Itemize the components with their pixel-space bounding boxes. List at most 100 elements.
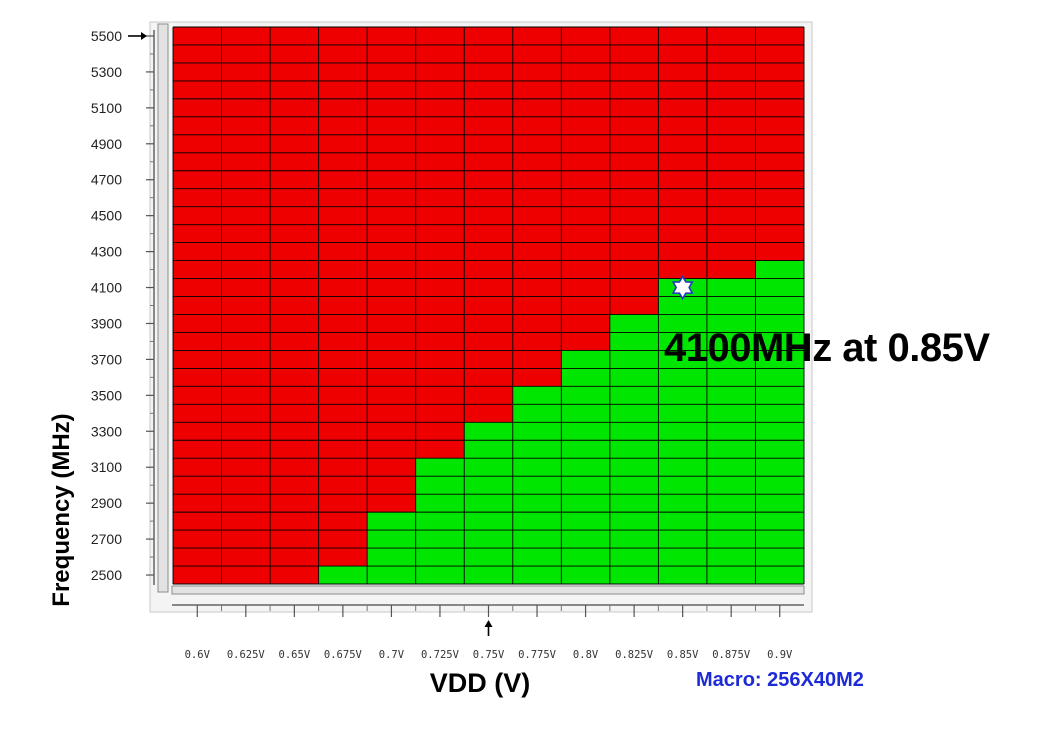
x-tick-label: 0.625V — [227, 649, 266, 661]
fail-cell — [755, 188, 805, 207]
fail-cell — [755, 206, 805, 225]
fail-cell — [512, 206, 562, 225]
pass-cell — [706, 350, 756, 369]
fail-cell — [512, 296, 562, 315]
fail-cell — [173, 548, 222, 567]
fail-cell — [173, 278, 222, 297]
fail-cell — [367, 296, 416, 315]
fail-cell — [173, 368, 222, 387]
fail-cell — [658, 170, 708, 190]
pass-cell — [512, 530, 562, 549]
pass-cell — [706, 566, 756, 585]
fail-cell — [415, 224, 465, 243]
pass-cell — [609, 368, 659, 387]
x-axis-label: VDD (V) — [429, 668, 531, 698]
fail-cell — [270, 530, 319, 549]
fail-cell — [221, 566, 271, 585]
horizontal-scrollbar[interactable] — [171, 585, 805, 595]
pass-cell — [755, 422, 805, 441]
fail-cell — [270, 458, 319, 477]
fail-cell — [512, 80, 562, 100]
fail-cell — [415, 260, 465, 279]
pass-cell — [755, 458, 805, 477]
fail-cell — [415, 62, 465, 82]
pass-cell — [561, 350, 611, 369]
fail-cell — [512, 242, 562, 261]
fail-cell — [318, 440, 368, 459]
fail-cell — [221, 458, 271, 477]
y-tick-label: 5300 — [91, 64, 122, 80]
fail-cell — [221, 404, 271, 423]
fail-cell — [270, 386, 319, 405]
fail-cell — [318, 152, 368, 172]
fail-cell — [367, 260, 416, 279]
y-marker-arrowhead — [141, 31, 147, 40]
fail-cell — [512, 260, 562, 279]
fail-cell — [318, 512, 368, 531]
fail-cell — [270, 278, 319, 297]
vertical-scrollbar[interactable] — [157, 23, 169, 593]
fail-cell — [464, 44, 514, 64]
fail-cell — [658, 80, 708, 100]
pass-cell — [609, 422, 659, 441]
pass-cell — [415, 512, 465, 531]
pass-cell — [706, 332, 756, 351]
fail-cell — [367, 278, 416, 297]
pass-cell — [512, 476, 562, 495]
pass-cell — [706, 494, 756, 513]
y-tick-label: 4300 — [91, 244, 122, 260]
fail-cell — [415, 296, 465, 315]
fail-cell — [512, 62, 562, 82]
pass-cell — [561, 404, 611, 423]
pass-cell — [755, 530, 805, 549]
fail-cell — [270, 98, 319, 118]
fail-cell — [367, 314, 416, 333]
y-tick-label: 2500 — [91, 567, 122, 583]
y-tick-label: 5100 — [91, 100, 122, 116]
fail-cell — [221, 494, 271, 513]
pass-cell — [561, 512, 611, 531]
pass-cell — [464, 494, 514, 513]
fail-cell — [658, 188, 708, 207]
fail-cell — [318, 98, 368, 118]
x-tick-label: 0.825V — [615, 649, 654, 661]
fail-cell — [367, 386, 416, 405]
pass-cell — [512, 548, 562, 567]
pass-cell — [561, 494, 611, 513]
fail-cell — [464, 116, 514, 136]
highlight-star-marker — [671, 274, 694, 301]
pass-cell — [512, 512, 562, 531]
pass-cell — [464, 530, 514, 549]
pass-cell — [561, 440, 611, 459]
pass-cell — [755, 476, 805, 495]
fail-cell — [755, 224, 805, 243]
fail-cell — [221, 314, 271, 333]
fail-cell — [609, 27, 659, 46]
fail-cell — [173, 566, 222, 585]
fail-cell — [270, 188, 319, 207]
fail-cell — [270, 422, 319, 441]
fail-cell — [561, 332, 611, 351]
pass-cell — [755, 350, 805, 369]
fail-cell — [221, 386, 271, 405]
fail-cell — [173, 314, 222, 333]
fail-cell — [318, 368, 368, 387]
fail-cell — [270, 206, 319, 225]
y-tick-label: 3700 — [91, 351, 122, 367]
fail-cell — [270, 27, 319, 46]
fail-cell — [415, 152, 465, 172]
fail-cell — [464, 296, 514, 315]
fail-cell — [609, 188, 659, 207]
fail-cell — [464, 188, 514, 207]
fail-cell — [221, 530, 271, 549]
x-tick-label: 0.675V — [324, 649, 363, 661]
fail-cell — [270, 548, 319, 567]
fail-cell — [609, 80, 659, 100]
pass-cell — [464, 422, 514, 441]
fail-cell — [173, 170, 222, 190]
fail-cell — [367, 206, 416, 225]
fail-cell — [221, 27, 271, 46]
fail-cell — [270, 260, 319, 279]
fail-cell — [318, 242, 368, 261]
fail-cell — [658, 242, 708, 261]
